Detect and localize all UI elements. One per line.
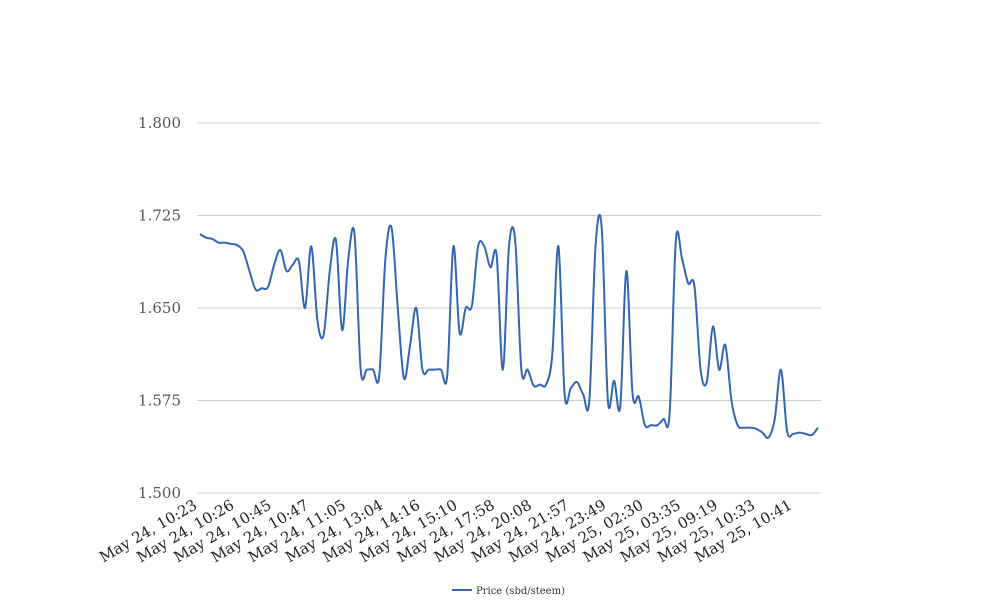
y-tick-label: 1.800 (138, 114, 181, 132)
gridlines (197, 122, 821, 494)
legend-label: Price (sbd/steem) (476, 586, 565, 597)
y-tick-label: 1.650 (138, 299, 181, 317)
legend: Price (sbd/steem) (452, 586, 565, 597)
series-line-price (199, 213, 819, 439)
y-axis-ticks: 1.500 1.575 1.650 1.725 1.800 (138, 114, 181, 502)
series-layer (199, 213, 819, 439)
y-tick-label: 1.500 (138, 484, 181, 502)
y-tick-label: 1.725 (138, 207, 181, 225)
y-tick-label: 1.575 (138, 392, 181, 410)
